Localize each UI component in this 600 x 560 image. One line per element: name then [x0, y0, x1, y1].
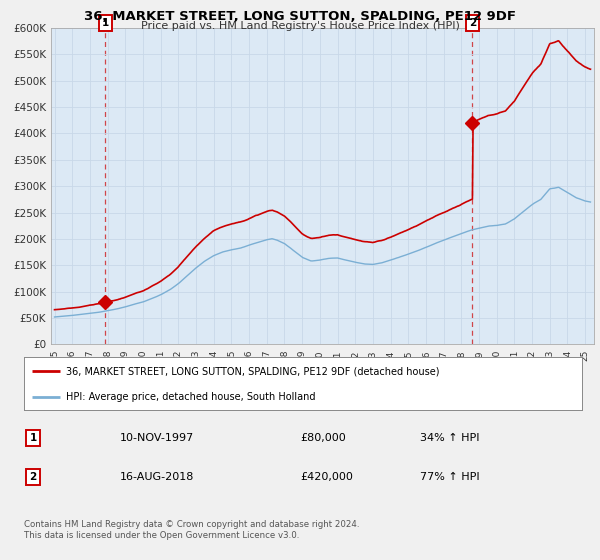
Text: Price paid vs. HM Land Registry's House Price Index (HPI): Price paid vs. HM Land Registry's House … — [140, 21, 460, 31]
Text: 2: 2 — [29, 472, 37, 482]
Text: 1: 1 — [101, 18, 109, 28]
Text: 36, MARKET STREET, LONG SUTTON, SPALDING, PE12 9DF: 36, MARKET STREET, LONG SUTTON, SPALDING… — [84, 10, 516, 23]
Text: £420,000: £420,000 — [300, 472, 353, 482]
Text: 36, MARKET STREET, LONG SUTTON, SPALDING, PE12 9DF (detached house): 36, MARKET STREET, LONG SUTTON, SPALDING… — [66, 366, 439, 376]
Text: Contains HM Land Registry data © Crown copyright and database right 2024.: Contains HM Land Registry data © Crown c… — [24, 520, 359, 529]
Text: 1: 1 — [29, 433, 37, 443]
Text: 16-AUG-2018: 16-AUG-2018 — [120, 472, 194, 482]
Text: 34% ↑ HPI: 34% ↑ HPI — [420, 433, 479, 443]
Text: 77% ↑ HPI: 77% ↑ HPI — [420, 472, 479, 482]
Text: This data is licensed under the Open Government Licence v3.0.: This data is licensed under the Open Gov… — [24, 531, 299, 540]
Text: HPI: Average price, detached house, South Holland: HPI: Average price, detached house, Sout… — [66, 391, 316, 402]
Text: £80,000: £80,000 — [300, 433, 346, 443]
Text: 10-NOV-1997: 10-NOV-1997 — [120, 433, 194, 443]
Text: 2: 2 — [469, 18, 476, 28]
